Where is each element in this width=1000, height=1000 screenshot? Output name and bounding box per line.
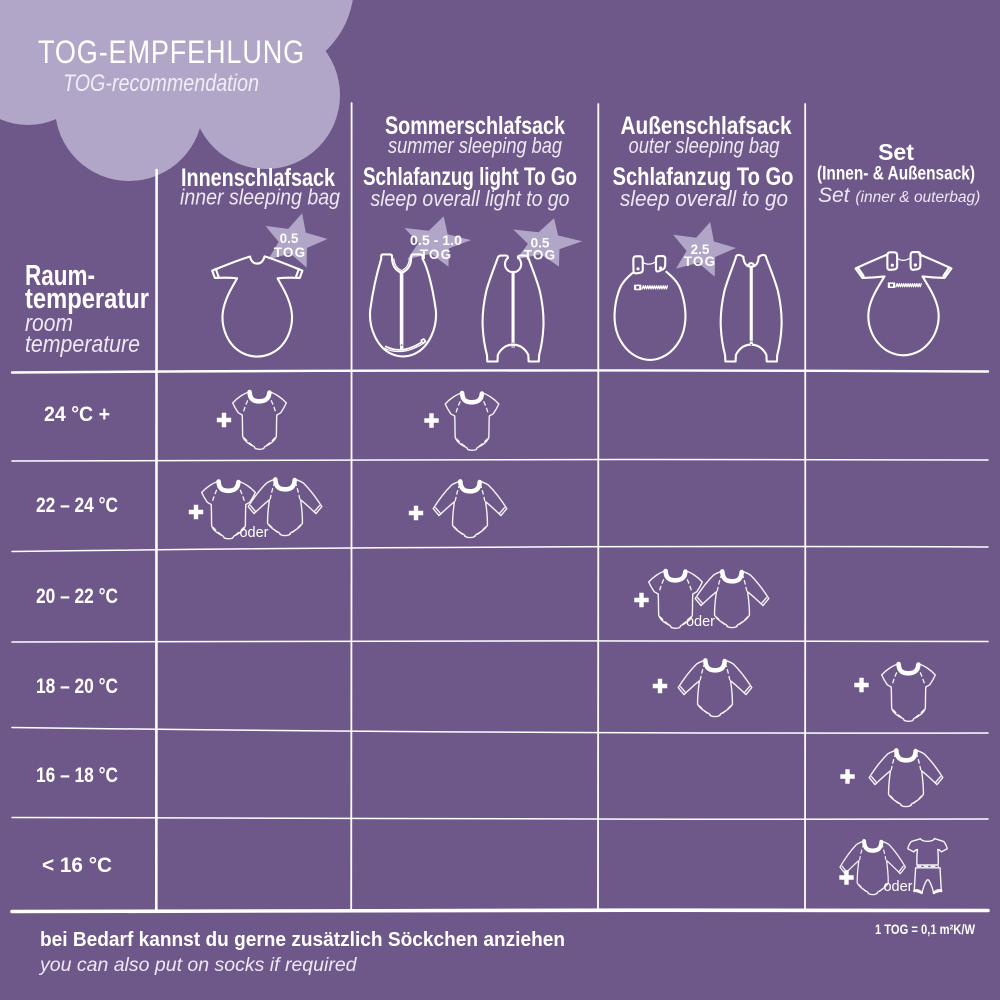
svg-text:22 – 24 °C: 22 – 24 °C xyxy=(36,493,118,517)
svg-text:Innenschlafsack: Innenschlafsack xyxy=(181,164,335,192)
svg-text:Außenschlafsack: Außenschlafsack xyxy=(621,112,792,140)
svg-text:temperatur: temperatur xyxy=(25,283,149,315)
svg-text:TOG-EMPFEHLUNG: TOG-EMPFEHLUNG xyxy=(38,34,305,70)
svg-text:TOG-recommendation: TOG-recommendation xyxy=(63,70,259,97)
svg-text:summer sleeping bag: summer sleeping bag xyxy=(388,133,562,158)
svg-text:0.5 - 1.0: 0.5 - 1.0 xyxy=(410,233,462,248)
svg-text:Schlafanzug light To Go: Schlafanzug light To Go xyxy=(363,163,577,191)
svg-text:TOG: TOG xyxy=(524,248,557,263)
svg-text:(Innen- & Außensack): (Innen- & Außensack) xyxy=(817,164,975,185)
svg-text:inner sleeping bag: inner sleeping bag xyxy=(180,185,340,210)
svg-text:you can also put on socks if r: you can also put on socks if required xyxy=(38,954,358,976)
svg-text:TOG: TOG xyxy=(684,254,717,269)
svg-text:TOG: TOG xyxy=(420,247,453,262)
svg-text:16 – 18 °C: 16 – 18 °C xyxy=(36,763,118,787)
svg-text:0.5: 0.5 xyxy=(531,236,550,251)
svg-text:oder: oder xyxy=(686,614,715,630)
svg-text:oder: oder xyxy=(883,879,912,895)
svg-text:oder: oder xyxy=(239,525,268,541)
svg-text:temperature: temperature xyxy=(25,331,140,358)
svg-text:Raum-: Raum- xyxy=(25,260,95,292)
svg-text:Sommerschlafsack: Sommerschlafsack xyxy=(385,112,565,140)
svg-text:Schlafanzug To Go: Schlafanzug To Go xyxy=(613,163,794,191)
svg-text:sleep overall light to go: sleep overall light to go xyxy=(371,186,570,211)
svg-text:TOG: TOG xyxy=(274,245,307,260)
svg-text:< 16 °C: < 16 °C xyxy=(42,853,112,877)
svg-text:0.5: 0.5 xyxy=(280,231,299,246)
svg-text:1 TOG = 0,1 m²K/W: 1 TOG = 0,1 m²K/W xyxy=(875,921,976,937)
svg-text:18 – 20 °C: 18 – 20 °C xyxy=(36,674,118,698)
svg-text:bei Bedarf kannst du gerne zus: bei Bedarf kannst du gerne zusätzlich Sö… xyxy=(40,929,565,951)
svg-text:room: room xyxy=(25,310,73,337)
svg-text:Set: Set xyxy=(878,139,914,165)
svg-text:outer sleeping bag: outer sleeping bag xyxy=(629,133,780,158)
svg-text:sleep overall to go: sleep overall to go xyxy=(620,186,788,211)
svg-text:2.5: 2.5 xyxy=(691,242,710,257)
svg-text:24 °C +: 24 °C + xyxy=(44,402,110,426)
svg-text:20 – 22 °C: 20 – 22 °C xyxy=(36,584,118,608)
svg-text:Set (inner & outerbag): Set (inner & outerbag) xyxy=(818,184,980,207)
